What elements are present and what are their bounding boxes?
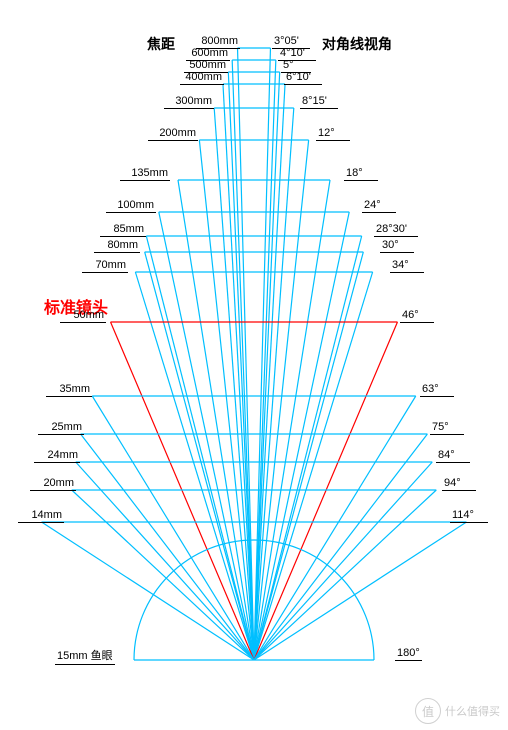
angle-label: 34° bbox=[390, 259, 424, 273]
focal-label: 80mm bbox=[94, 239, 140, 253]
angle-label: 30° bbox=[380, 239, 414, 253]
watermark-icon: 值 bbox=[415, 698, 441, 724]
focal-label: 135mm bbox=[120, 167, 170, 181]
fisheye-angle-label: 180° bbox=[395, 647, 422, 661]
focal-label: 300mm bbox=[164, 95, 214, 109]
angle-label: 94° bbox=[442, 477, 476, 491]
fisheye-focal-label: 15mm 鱼眼 bbox=[55, 647, 115, 665]
focal-label: 14mm bbox=[18, 509, 64, 523]
angle-label: 114° bbox=[450, 509, 488, 523]
angle-label: 84° bbox=[436, 449, 470, 463]
focal-label: 35mm bbox=[46, 383, 92, 397]
watermark: 值 什么值得买 bbox=[415, 698, 500, 724]
angle-label: 12° bbox=[316, 127, 350, 141]
angle-label: 18° bbox=[344, 167, 378, 181]
focal-label: 70mm bbox=[82, 259, 128, 273]
focal-label: 85mm bbox=[100, 223, 146, 237]
focal-label: 24mm bbox=[34, 449, 80, 463]
angle-label: 8°15' bbox=[300, 95, 338, 109]
angle-label: 75° bbox=[430, 421, 464, 435]
angle-label: 63° bbox=[420, 383, 454, 397]
focal-label: 25mm bbox=[38, 421, 84, 435]
watermark-text: 什么值得买 bbox=[445, 703, 500, 719]
angle-label: 24° bbox=[362, 199, 396, 213]
focal-label: 20mm bbox=[30, 477, 76, 491]
focal-label: 400mm bbox=[180, 71, 224, 85]
angle-label: 46° bbox=[400, 309, 434, 323]
fov-diagram bbox=[0, 0, 508, 730]
angle-label: 6°10' bbox=[284, 71, 322, 85]
focal-label: 100mm bbox=[106, 199, 156, 213]
angle-label: 28°30' bbox=[374, 223, 418, 237]
focal-label: 50mm bbox=[60, 309, 106, 323]
header-focal: 焦距 bbox=[147, 34, 175, 54]
header-angle: 对角线视角 bbox=[322, 34, 392, 54]
focal-label: 200mm bbox=[148, 127, 198, 141]
